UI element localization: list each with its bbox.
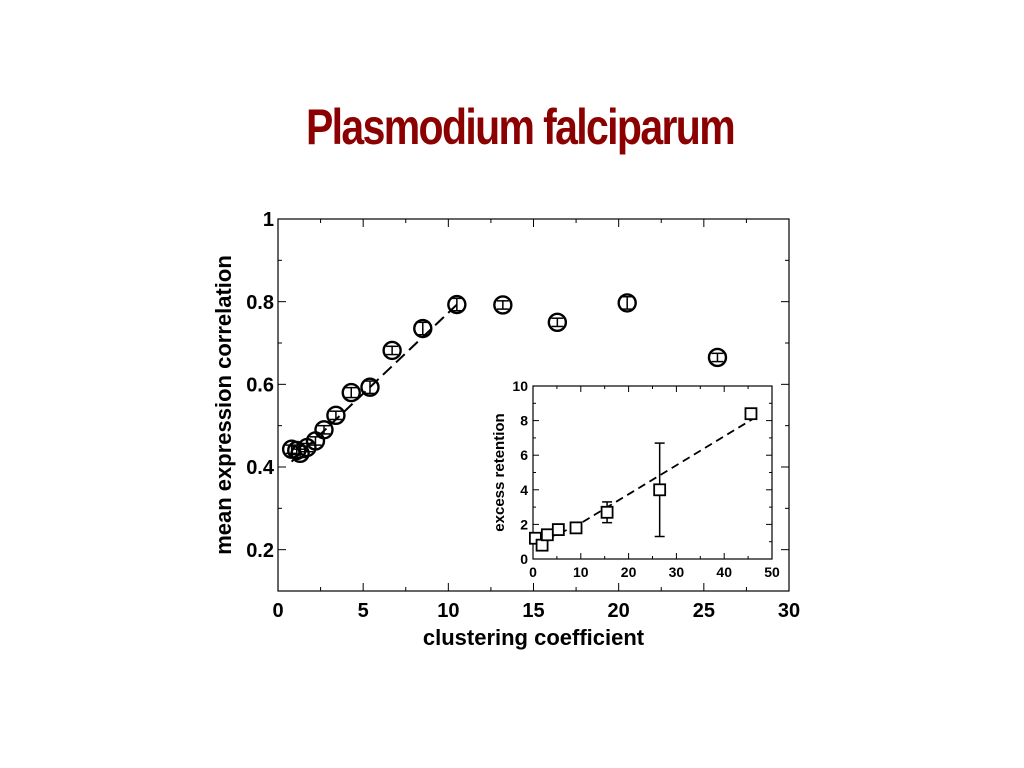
inset-data-point [528,531,542,545]
inset-y-tick-label: 10 [512,378,528,394]
inset-x-tick-labels: 0 10 20 30 40 50 [529,564,780,580]
main-chart: 0 5 10 15 20 25 30 0.20.40.60.81 clustering co… [211,209,800,650]
main-data-point [547,312,568,333]
inset-y-tick-label: 6 [520,447,528,463]
main-y-tick-label: 0.2 [246,540,274,562]
main-x-tick-label: 5 [358,600,369,622]
inset-data-point [551,523,565,536]
main-data-point [287,440,307,461]
main-errorbar [329,410,342,421]
main-data-point [493,295,513,315]
inset-y-tick-label: 8 [520,413,528,429]
main-x-tick-labels: 0 5 10 15 20 25 30 [272,600,800,622]
inset-data-point [535,538,549,552]
inset-data-point [600,505,614,519]
main-ticks [277,218,790,591]
main-y-tick-label: 1 [263,209,274,231]
main-data-point [314,420,334,440]
main-x-tick-label: 25 [693,600,715,622]
main-data-point [341,382,361,403]
main-data-point [617,293,637,313]
main-y-tick-label: 0.6 [246,375,274,397]
inset-y-tick-label: 0 [520,551,528,567]
main-y-tick-label: 0.8 [246,292,274,314]
inset-background [485,378,780,583]
inset-x-tick-label: 30 [669,564,685,580]
main-data-point [707,347,728,368]
main-errorbar [711,352,724,363]
main-points [281,293,728,464]
main-errorbar [386,345,399,356]
inset-data-point [744,407,758,421]
inset-x-tick-label: 50 [764,564,780,580]
inset-data-point [569,521,583,535]
page-title: Plasmodium falciparum [305,99,736,155]
main-x-tick-label: 30 [778,600,800,622]
main-y-axis-title: mean expression correlation [211,255,236,555]
main-errorbar [345,386,358,399]
main-data-point [382,340,402,361]
inset-ticks [532,385,773,560]
main-x-tick-label: 10 [437,600,459,622]
inset-data-point [653,483,667,497]
main-x-tick-label: 15 [522,600,544,622]
main-x-tick-label: 20 [608,600,630,622]
main-errorbar [551,317,564,328]
main-data-point [413,318,433,339]
inset-y-axis-title: excess retention [491,413,508,531]
inset-chart: 0 10 20 30 40 50 0 2 4 6 8 10 excess retention [485,378,780,583]
inset-x-tick-label: 0 [529,564,537,580]
main-y-tick-label: 0.4 [246,457,275,479]
main-x-axis-title: clustering coefficient [423,625,645,650]
inset-y-tick-label: 4 [520,482,528,498]
inset-x-tick-label: 40 [716,564,732,580]
inset-x-tick-label: 20 [621,564,637,580]
main-errorbar [496,300,509,310]
main-x-tick-label: 0 [272,600,283,622]
inset-y-tick-labels: 0 2 4 6 8 10 [512,378,528,567]
inset-data-point [540,528,554,542]
inset-points [528,407,758,552]
main-y-tick-labels: 0.2 0.4 0.6 0.8 1 [246,209,275,562]
inset-y-tick-label: 2 [520,516,528,532]
main-data-point [360,377,380,397]
main-data-point [447,294,467,315]
main-errorbar [621,295,634,310]
inset-x-tick-label: 10 [573,564,589,580]
main-data-point [326,405,346,426]
